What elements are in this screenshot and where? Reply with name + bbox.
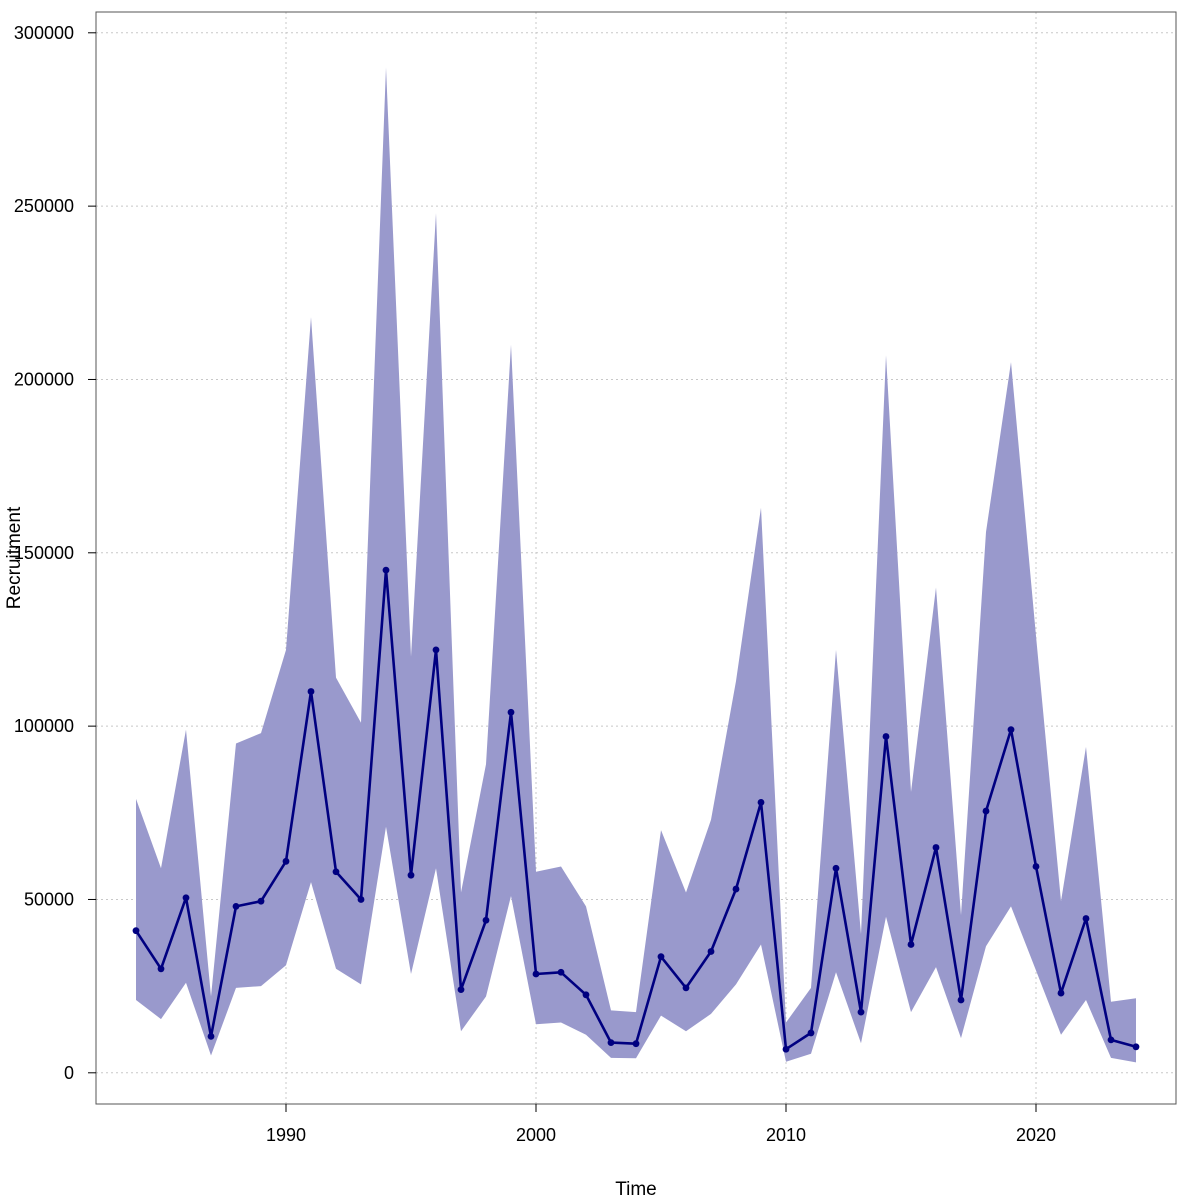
y-tick-label: 300000	[14, 23, 74, 43]
x-axis: 1990 2000 2010 2020	[266, 1104, 1056, 1145]
data-point	[807, 1029, 815, 1037]
y-tick-label: 150000	[14, 543, 74, 563]
data-point	[557, 968, 565, 976]
data-point	[232, 903, 240, 910]
y-tick-label: 250000	[14, 196, 74, 216]
data-point	[1082, 915, 1090, 922]
x-tick-label: 2020	[1016, 1125, 1056, 1145]
data-point	[132, 927, 140, 935]
data-point	[982, 807, 990, 815]
data-point	[882, 733, 890, 740]
data-point	[432, 646, 440, 654]
data-point	[357, 896, 365, 903]
y-axis-title: Recruitment	[4, 506, 25, 609]
data-point	[682, 984, 690, 992]
data-point	[1032, 863, 1040, 870]
y-tick-label: 0	[64, 1063, 74, 1083]
data-point	[382, 566, 390, 574]
confidence-band-layer	[136, 67, 1136, 1063]
data-point	[732, 885, 740, 893]
plot-frame	[95, 11, 1177, 1105]
data-point	[182, 894, 190, 902]
data-point	[1007, 726, 1015, 733]
data-point	[257, 897, 265, 905]
data-point	[332, 868, 340, 876]
x-tick-label: 2000	[516, 1125, 556, 1145]
y-tick-label: 100000	[14, 716, 74, 736]
data-point	[657, 953, 665, 961]
data-point	[1057, 989, 1065, 997]
data-point	[757, 799, 765, 806]
confidence-band	[136, 67, 1136, 1063]
data-point	[532, 970, 540, 978]
data-point	[607, 1039, 615, 1047]
data-point	[157, 965, 165, 973]
x-tick-label: 1990	[266, 1125, 306, 1145]
x-tick-label: 2010	[766, 1125, 806, 1145]
data-point	[857, 1008, 865, 1016]
y-tick-label: 50000	[24, 889, 74, 909]
data-point	[582, 991, 590, 999]
data-point	[932, 844, 940, 851]
y-axis: 0 50000 100000 150000 200000 250000 300000	[14, 23, 96, 1083]
data-point	[457, 986, 465, 993]
data-point	[832, 864, 840, 872]
data-points-layer	[132, 566, 1140, 1053]
data-point	[632, 1040, 640, 1048]
y-tick-label: 200000	[14, 369, 74, 389]
data-point	[1132, 1043, 1140, 1051]
data-point	[507, 708, 515, 716]
data-point	[707, 948, 715, 955]
data-point	[307, 688, 315, 695]
data-point	[407, 871, 415, 879]
data-point	[482, 916, 490, 924]
data-point	[957, 996, 965, 1004]
data-point	[782, 1045, 790, 1053]
data-point	[1107, 1036, 1115, 1044]
data-point	[207, 1033, 215, 1040]
x-axis-title: Time	[615, 1179, 657, 1200]
data-point	[282, 857, 290, 865]
data-point	[907, 941, 915, 948]
